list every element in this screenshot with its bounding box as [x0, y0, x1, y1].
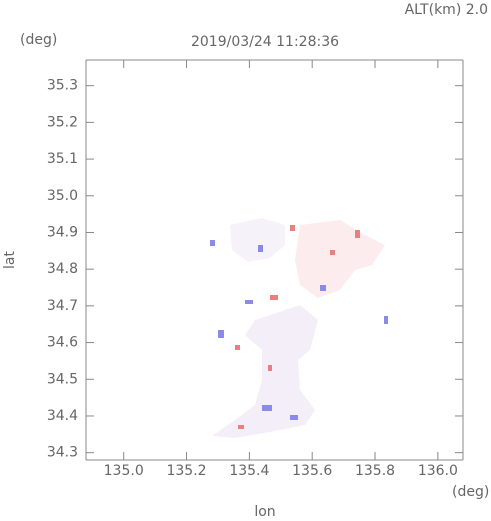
x-tick-label: 135.4	[229, 463, 269, 479]
x-tick-label: 136.0	[418, 463, 458, 479]
y-tick-label: 35.2	[47, 114, 78, 130]
y-tick-label: 34.9	[47, 224, 78, 240]
y-tick-label: 34.8	[47, 261, 78, 277]
x-unit: (deg)	[452, 484, 489, 500]
x-tick-label: 135.6	[292, 463, 332, 479]
y-tick-label: 34.4	[47, 408, 78, 424]
x-tick-label: 135.0	[104, 463, 144, 479]
chart-title: 2019/03/24 11:28:36	[191, 34, 339, 50]
y-tick-label: 34.6	[47, 335, 78, 351]
y-tick-label: 35.0	[47, 188, 78, 204]
y-tick-label: 35.3	[47, 78, 78, 94]
y-tick-label: 35.1	[47, 151, 78, 167]
altitude-label: ALT(km) 2.0	[405, 2, 488, 18]
echo-field	[210, 218, 388, 438]
x-tick-label: 135.2	[166, 463, 206, 479]
x-tick-label: 135.8	[355, 463, 395, 479]
plot-frame	[85, 59, 464, 461]
y-tick-label: 34.5	[47, 371, 78, 387]
x-axis-label: lon	[254, 504, 275, 520]
y-axis-label: lat	[2, 251, 18, 269]
y-unit: (deg)	[20, 32, 57, 48]
y-tick-label: 34.7	[47, 298, 78, 314]
y-tick-label: 34.3	[47, 445, 78, 461]
